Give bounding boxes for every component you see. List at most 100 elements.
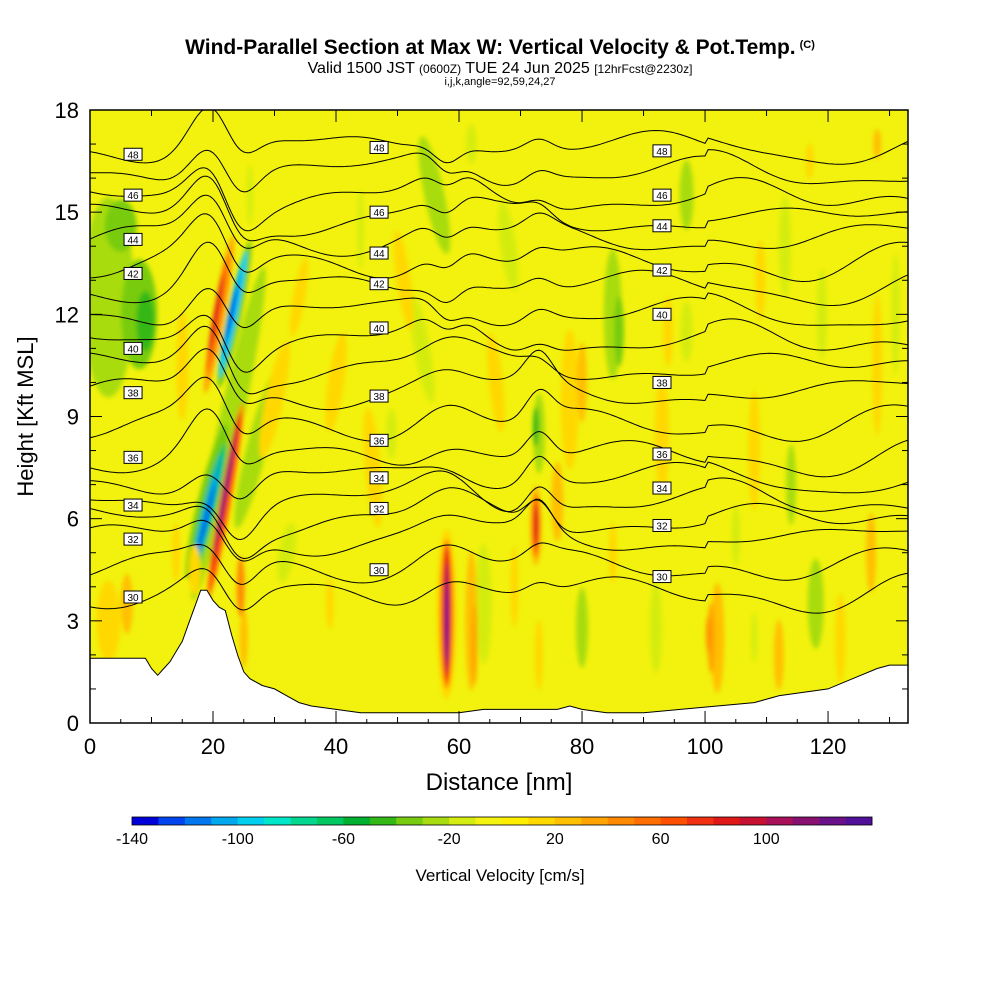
colorbar-swatch (184, 817, 212, 825)
y-tick-label: 0 (67, 711, 79, 736)
contour-label-bg (369, 501, 389, 515)
contour-label-bg (369, 277, 389, 291)
contour-label-bg (123, 590, 143, 604)
theta-contour-35 (90, 455, 908, 500)
contour-label: 44 (374, 249, 386, 260)
terrain (90, 589, 908, 723)
colorbar-tick-label: -60 (332, 831, 355, 848)
contour-label: 36 (374, 436, 386, 447)
contour-label: 34 (656, 484, 668, 495)
updraft-area (872, 295, 883, 436)
colorbar-swatch (634, 817, 661, 825)
updraft-area (835, 592, 846, 683)
contour-label: 44 (127, 235, 139, 246)
convective-cell (197, 484, 215, 553)
theta-contour-40 (90, 314, 908, 373)
downdraft-area (357, 189, 364, 270)
downdraft-area (613, 296, 624, 367)
theta-contour-43 (90, 213, 908, 283)
contour-label-bg (652, 144, 672, 158)
downdraft-area (277, 523, 297, 583)
contour-label-bg (652, 570, 672, 584)
contour-label-bg (123, 450, 143, 464)
y-tick-label: 6 (67, 507, 79, 532)
contour-label: 32 (656, 521, 668, 532)
updraft-area (755, 240, 766, 321)
contour-label-bg (652, 263, 672, 277)
x-tick-label: 20 (201, 734, 225, 759)
y-tick-label: 15 (55, 200, 79, 225)
colorbar-swatch (396, 817, 424, 825)
theta-contour-47 (90, 149, 908, 193)
colorbar-swatch (528, 817, 556, 825)
contour-label-bg (652, 447, 672, 461)
updraft-area (710, 582, 725, 693)
contour-label: 30 (127, 593, 139, 604)
updraft-area (259, 340, 290, 459)
contour-label: 30 (374, 566, 386, 577)
downdraft-area (816, 269, 827, 360)
chart-title: Wind-Parallel Section at Max W: Vertical… (0, 36, 1000, 60)
theta-contour-33 (90, 487, 908, 560)
updraft-area (748, 390, 761, 511)
colorbar-tick-label: 60 (652, 831, 670, 848)
colorbar-swatch (713, 817, 741, 825)
colorbar-swatch (475, 817, 503, 825)
colorbar-swatch (290, 817, 318, 825)
updraft-area (172, 522, 181, 583)
y-tick-label: 12 (55, 302, 79, 327)
contour-label: 48 (127, 150, 139, 161)
theta-contour-38 (90, 348, 908, 411)
contour-label-bg (123, 341, 143, 355)
contour-label-bg (652, 518, 672, 532)
colorbar-swatch (607, 817, 635, 825)
updraft-area (393, 230, 414, 330)
x-tick-label: 80 (570, 734, 594, 759)
updraft-area (239, 607, 248, 668)
contour-label-bg (369, 433, 389, 447)
updraft-area (873, 129, 882, 160)
colorbar-swatch (687, 817, 714, 825)
contour-label-bg (123, 188, 143, 202)
field-features (90, 124, 900, 700)
updraft-area (289, 257, 309, 337)
contour-label: 38 (656, 378, 668, 389)
updraft-area (510, 546, 519, 627)
contour-label: 44 (656, 222, 668, 233)
downdraft-area (498, 201, 519, 291)
subtitle-valid: Valid 1500 JST (307, 60, 420, 77)
x-tick-label: 120 (810, 734, 847, 759)
downdraft-area (679, 160, 694, 231)
theta-contour-46 (90, 167, 908, 232)
contour-label-bg (369, 471, 389, 485)
chart-subtitle: Valid 1500 JST (0600Z) TUE 24 Jun 2025 [… (0, 60, 1000, 78)
downdraft-area (786, 444, 797, 525)
colorbar-swatch (449, 817, 476, 825)
colorbar-swatch (264, 817, 291, 825)
colorbar-swatch (845, 817, 873, 825)
downdraft-area (731, 505, 740, 566)
colorbar-swatch (132, 817, 159, 825)
contour-label: 42 (127, 269, 139, 280)
grid-params: i,j,k,angle=92,59,24,27 (444, 76, 556, 88)
contour-label: 40 (374, 324, 386, 335)
convective-cell (217, 447, 234, 536)
theta-contour-42 (90, 241, 908, 306)
convective-cell (188, 544, 201, 595)
subtitle-date: TUE 24 Jun 2025 (461, 60, 595, 77)
contour-label-bg (369, 205, 389, 219)
colorbar-swatch (792, 817, 820, 825)
subtitle-forecast: [12hrFcst@2230z] (594, 62, 693, 76)
colorbar-swatch (581, 817, 609, 825)
contour-label: 32 (127, 535, 139, 546)
colorbar-swatch (554, 817, 582, 825)
contour-label-bg (652, 188, 672, 202)
x-tick-label: 0 (84, 734, 96, 759)
colorbar-swatch (211, 817, 239, 825)
colorbar-swatch (766, 817, 794, 825)
updraft-area (96, 580, 121, 661)
updraft-area (773, 619, 784, 690)
theta-contours: 30 30 30 32 32 32 34 34 34 36 36 36 38 38 38 40 40 40 42 42… (90, 110, 908, 614)
colorbar-swatch (660, 817, 688, 825)
